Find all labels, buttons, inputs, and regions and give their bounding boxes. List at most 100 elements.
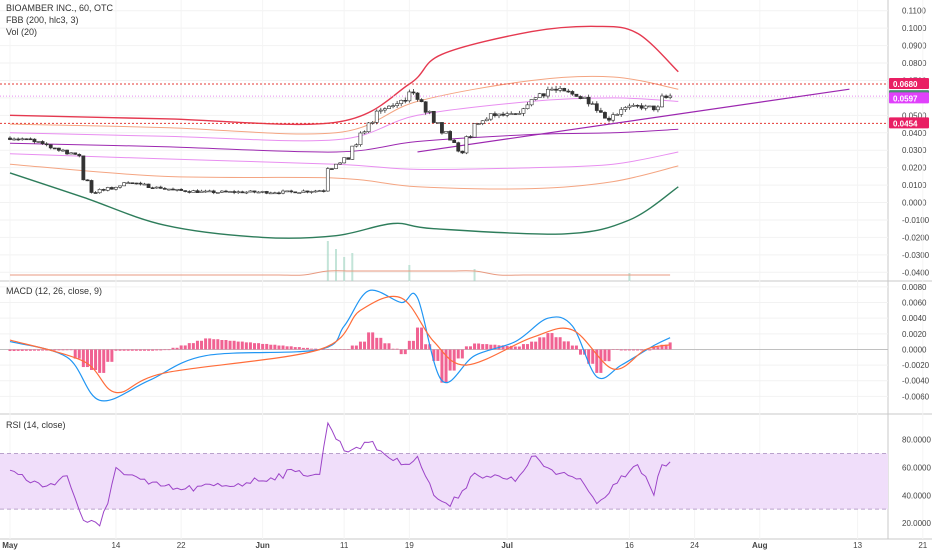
symbol-label[interactable]: BIOAMBER INC., 60, OTC (6, 3, 114, 13)
macd-histogram-bar (16, 349, 20, 351)
macd-tick-label: -0.0020 (902, 361, 930, 370)
price-label-bg (889, 92, 929, 104)
macd-histogram-bar (289, 346, 293, 350)
candle-body (358, 132, 363, 145)
macd-histogram-bar (73, 349, 77, 359)
macd-histogram-bar (509, 345, 513, 350)
macd-histogram-bar (310, 348, 314, 350)
rsi-tick-label: 20.0000 (902, 519, 931, 528)
macd-tick-label: 0.0020 (902, 330, 927, 339)
macd-histogram-bar (481, 344, 485, 350)
macd-legend[interactable]: MACD (12, 26, close, 9) (6, 286, 103, 296)
candle-body (158, 186, 163, 189)
macd-histogram-bar (591, 349, 595, 364)
price-label-text: 0.0597 (893, 94, 918, 103)
candle-body (109, 187, 114, 190)
price-tick-label: 0.1100 (902, 7, 926, 16)
macd-histogram-bar (538, 337, 542, 350)
fbb-band-upper_2 (9, 75, 679, 135)
candle-body (431, 110, 436, 123)
macd-histogram-bar (493, 344, 497, 350)
macd-histogram-bar (94, 349, 98, 370)
macd-histogram-bar (61, 349, 65, 351)
macd-histogram-bar (142, 349, 146, 351)
macd-histogram-bar (69, 349, 73, 351)
candle-body (578, 96, 583, 99)
macd-histogram-bar (24, 349, 28, 351)
price-tick-label: -0.0400 (902, 268, 930, 277)
candle-body (330, 168, 334, 170)
macd-histogram-bar (77, 349, 81, 359)
candle-body (574, 93, 579, 97)
candle-body (183, 190, 188, 192)
macd-histogram-bar (171, 347, 175, 350)
candle-body (668, 95, 673, 98)
macd-histogram-bar (562, 341, 566, 350)
fbb-band-basis (9, 128, 679, 153)
candle-body (460, 150, 465, 154)
candle-body (244, 191, 249, 194)
macd-histogram-bar (175, 347, 179, 350)
macd-histogram-bar (322, 349, 326, 350)
price-label-text: 0.0454 (893, 119, 918, 128)
macd-histogram-bar (342, 349, 346, 350)
fbb-legend[interactable]: FBB (200, hlc3, 3) (6, 15, 79, 25)
vol-legend[interactable]: Vol (20) (6, 27, 38, 37)
macd-histogram-bar (265, 343, 269, 350)
macd-histogram-bar (468, 346, 472, 350)
macd-histogram-bar (224, 340, 228, 350)
price-tick-label: 0.0000 (902, 199, 927, 208)
macd-histogram-bar (212, 339, 216, 350)
candle-body (16, 138, 21, 141)
time-tick-label: 11 (340, 541, 349, 550)
macd-histogram-bar (656, 347, 660, 350)
candle-body (162, 188, 167, 190)
macd-histogram-bar (204, 338, 208, 350)
macd-histogram-bar (407, 340, 411, 350)
macd-histogram-bar (305, 347, 309, 350)
macd-histogram-bar (106, 349, 110, 362)
candle-body (558, 88, 563, 91)
candle-body (309, 191, 314, 193)
candle-body (387, 105, 391, 109)
rsi-legend[interactable]: RSI (14, close) (6, 420, 66, 430)
macd-histogram-bar (615, 349, 619, 350)
macd-histogram-bar (395, 348, 399, 350)
rsi-pane-legend: RSI (14, close) (6, 419, 66, 431)
candle-body (484, 118, 489, 122)
candle-body (603, 112, 607, 119)
candle-body (65, 149, 69, 155)
macd-histogram-bar (53, 349, 57, 351)
price-pane-legend: BIOAMBER INC., 60, OTC FBB (200, hlc3, 3… (6, 2, 113, 38)
candle-body (77, 154, 82, 157)
candle-body (350, 145, 355, 160)
macd-histogram-bar (228, 340, 232, 350)
volume-bar (343, 257, 346, 281)
candle-body (464, 136, 469, 154)
time-tick-label: Jun (256, 541, 270, 550)
macd-histogram-bar (118, 349, 122, 351)
macd-histogram-bar (354, 345, 358, 350)
macd-histogram-bar (579, 349, 582, 355)
candle-body (317, 190, 322, 192)
candle-body (191, 190, 196, 193)
candle-body (582, 96, 587, 99)
time-tick-label: 16 (625, 541, 634, 550)
time-tick-label: 14 (111, 541, 120, 550)
price-tick-label: 0.0300 (902, 146, 927, 155)
candle-body (525, 104, 530, 109)
candle-body (493, 113, 497, 117)
candle-body (24, 138, 29, 141)
macd-histogram-bar (244, 342, 248, 350)
macd-tick-label: 0.0000 (902, 345, 927, 354)
candle-body (448, 131, 453, 141)
macd-histogram-bar (383, 343, 387, 350)
candle-body (203, 190, 208, 193)
candle-body (138, 182, 143, 185)
candle-body (533, 97, 538, 100)
candle-body (105, 187, 110, 191)
fbb-band-lower_1 (9, 151, 679, 171)
price-label-bg (889, 77, 929, 89)
candle-body (664, 95, 668, 98)
macd-histogram-bar (558, 337, 562, 350)
